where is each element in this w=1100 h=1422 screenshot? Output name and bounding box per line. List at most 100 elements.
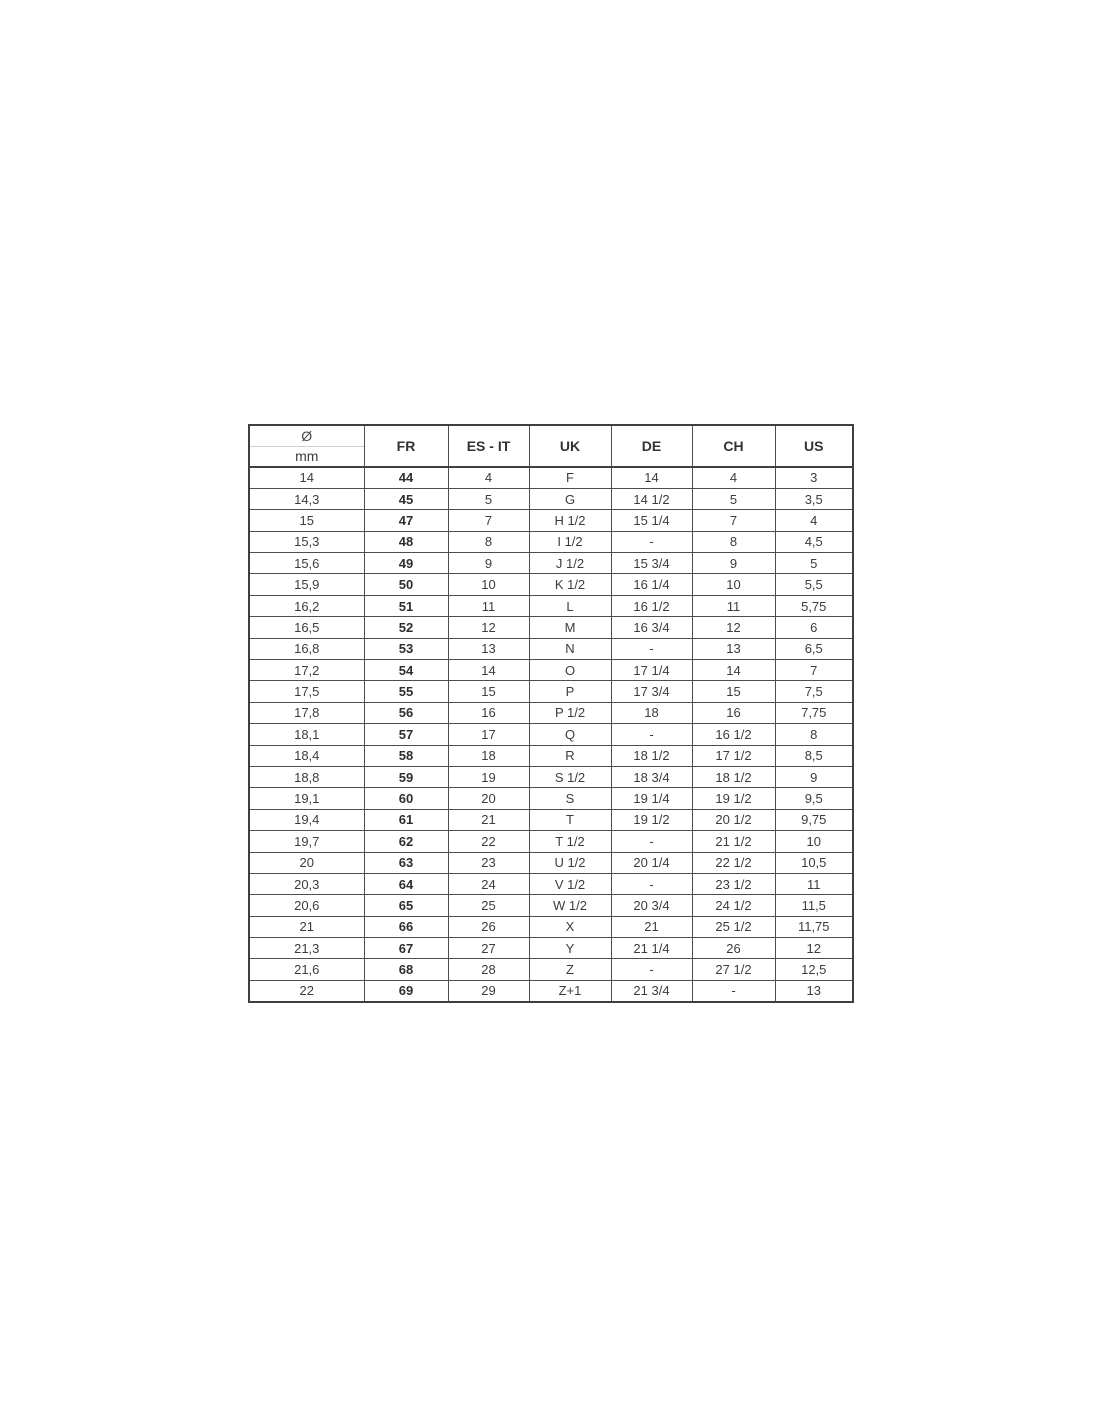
table-cell: 15,9 — [248, 573, 365, 596]
table-cell: 6 — [774, 616, 854, 639]
table-cell: 22 1/2 — [691, 851, 776, 874]
table-cell: 17,2 — [248, 659, 365, 682]
table-cell: 18 3/4 — [610, 765, 693, 789]
table-row: 21,6 68 28 Z -27 1/2 12,5 — [248, 958, 854, 981]
header-ch: CH — [691, 424, 776, 468]
table-cell: 11 — [447, 594, 530, 618]
table-cell: 15 — [447, 680, 530, 703]
table-cell: 18,4 — [248, 744, 365, 767]
table-cell: 7,75 — [774, 701, 854, 725]
table-row: 17,8 56 16 P 1/2 18 16 7,75 — [248, 701, 854, 725]
table-cell: 59 — [363, 765, 449, 789]
table-cell: 28 — [447, 958, 530, 981]
table-row: 16,8 53 13 N -13 6,5 — [248, 637, 854, 661]
table-cell: I 1/2 — [528, 530, 612, 554]
table-cell: 21 1/2 — [691, 830, 776, 853]
table-cell: 20 1/2 — [691, 808, 776, 832]
table-row: 17,2 54 14 O 17 1/4 14 7 — [248, 659, 854, 682]
diameter-unit: mm — [295, 448, 319, 465]
table-cell: 19 1/4 — [610, 787, 693, 810]
table-cell: 21 1/4 — [610, 937, 693, 960]
table-cell: 14 — [248, 466, 365, 489]
table-cell: 17 1/4 — [610, 659, 693, 682]
table-cell: 22 — [447, 830, 530, 853]
table-cell: - — [610, 530, 693, 554]
table-cell: 67 — [363, 937, 449, 960]
table-cell: 45 — [363, 487, 449, 511]
table-cell: 10 — [447, 573, 530, 596]
table-cell: 9,75 — [774, 808, 854, 832]
table-row: 14 44 4 F 14 4 3 — [248, 466, 854, 489]
table-cell: 22 — [248, 979, 365, 1003]
table-cell: 66 — [363, 915, 449, 939]
table-cell: X — [528, 915, 612, 939]
table-cell: S 1/2 — [528, 765, 612, 789]
table-cell: 9 — [691, 552, 776, 575]
table-cell: 61 — [363, 808, 449, 832]
table-cell: 14 — [691, 659, 776, 682]
table-cell: 8,5 — [774, 744, 854, 767]
table-row: 16,2 51 11 L 16 1/2 11 5,75 — [248, 594, 854, 618]
table-cell: 16 1/2 — [691, 723, 776, 746]
table-cell: 16,5 — [248, 616, 365, 639]
table-cell: 20 — [248, 851, 365, 874]
table-cell: L — [528, 594, 612, 618]
table-cell: 17 3/4 — [610, 680, 693, 703]
table-cell: 47 — [363, 509, 449, 532]
table-row: 16,5 52 12 M 16 3/4 12 6 — [248, 616, 854, 639]
table-cell: 58 — [363, 744, 449, 767]
table-cell: 16,8 — [248, 637, 365, 661]
table-cell: 5,75 — [774, 594, 854, 618]
table-cell: 57 — [363, 723, 449, 746]
table-cell: 7,5 — [774, 680, 854, 703]
table-cell: 19 1/2 — [610, 808, 693, 832]
table-cell: 14 — [447, 659, 530, 682]
table-cell: 48 — [363, 530, 449, 554]
table-row: 15,3 48 8 I 1/2-8 4,5 — [248, 530, 854, 554]
table-cell: 19 1/2 — [691, 787, 776, 810]
table-cell: 12 — [691, 616, 776, 639]
table-cell: 24 1/2 — [691, 894, 776, 917]
table-cell: T 1/2 — [528, 830, 612, 853]
table-cell: 50 — [363, 573, 449, 596]
table-cell: 29 — [447, 979, 530, 1003]
table-cell: 69 — [363, 979, 449, 1003]
table-cell: 53 — [363, 637, 449, 661]
header-diameter: Ø mm — [248, 424, 365, 468]
ring-size-conversion-table: Ø mm FR ES - IT UK DE CH US 14 44 4 F 14 4 3 14… — [248, 424, 854, 1003]
table-cell: F — [528, 466, 612, 489]
table-cell: - — [610, 872, 693, 896]
header-row: Ø mm FR ES - IT UK DE CH US — [248, 424, 854, 468]
table-cell: P — [528, 680, 612, 703]
header-uk: UK — [528, 424, 612, 468]
table-cell: 7 — [774, 659, 854, 682]
table-cell: 16,2 — [248, 594, 365, 618]
table-cell: 13 — [447, 637, 530, 661]
table-row: 15,9 50 10 K 1/2 16 1/4 10 5,5 — [248, 573, 854, 596]
table-cell: 20,6 — [248, 894, 365, 917]
table-row: 18,8 59 19 S 1/2 18 3/4 18 1/2 9 — [248, 765, 854, 789]
table-cell: 16 3/4 — [610, 616, 693, 639]
table-cell: H 1/2 — [528, 509, 612, 532]
table-cell: 44 — [363, 466, 449, 489]
table-cell: 9 — [774, 765, 854, 789]
table-cell: 18 — [610, 701, 693, 725]
table-body: 14 44 4 F 14 4 3 14,3 45 5 G 14 1/2 5 3,5 15 47 7 H 1/2 15… — [248, 466, 854, 1003]
table-cell: 18,8 — [248, 765, 365, 789]
table-cell: Y — [528, 937, 612, 960]
table-cell: O — [528, 659, 612, 682]
table-row: 20 63 23 U 1/2 20 1/4 22 1/2 10,5 — [248, 851, 854, 874]
header-us: US — [774, 424, 854, 468]
table-cell: N — [528, 637, 612, 661]
table-cell: P 1/2 — [528, 701, 612, 725]
header-es-it: ES - IT — [447, 424, 530, 468]
table-cell: 16 1/4 — [610, 573, 693, 596]
table-cell: 15,3 — [248, 530, 365, 554]
table-cell: 25 — [447, 894, 530, 917]
table-cell: 23 1/2 — [691, 872, 776, 896]
table-cell: 19 — [447, 765, 530, 789]
header-de: DE — [610, 424, 693, 468]
table-cell: 15,6 — [248, 552, 365, 575]
table-cell: Z+1 — [528, 979, 612, 1003]
table-cell: U 1/2 — [528, 851, 612, 874]
